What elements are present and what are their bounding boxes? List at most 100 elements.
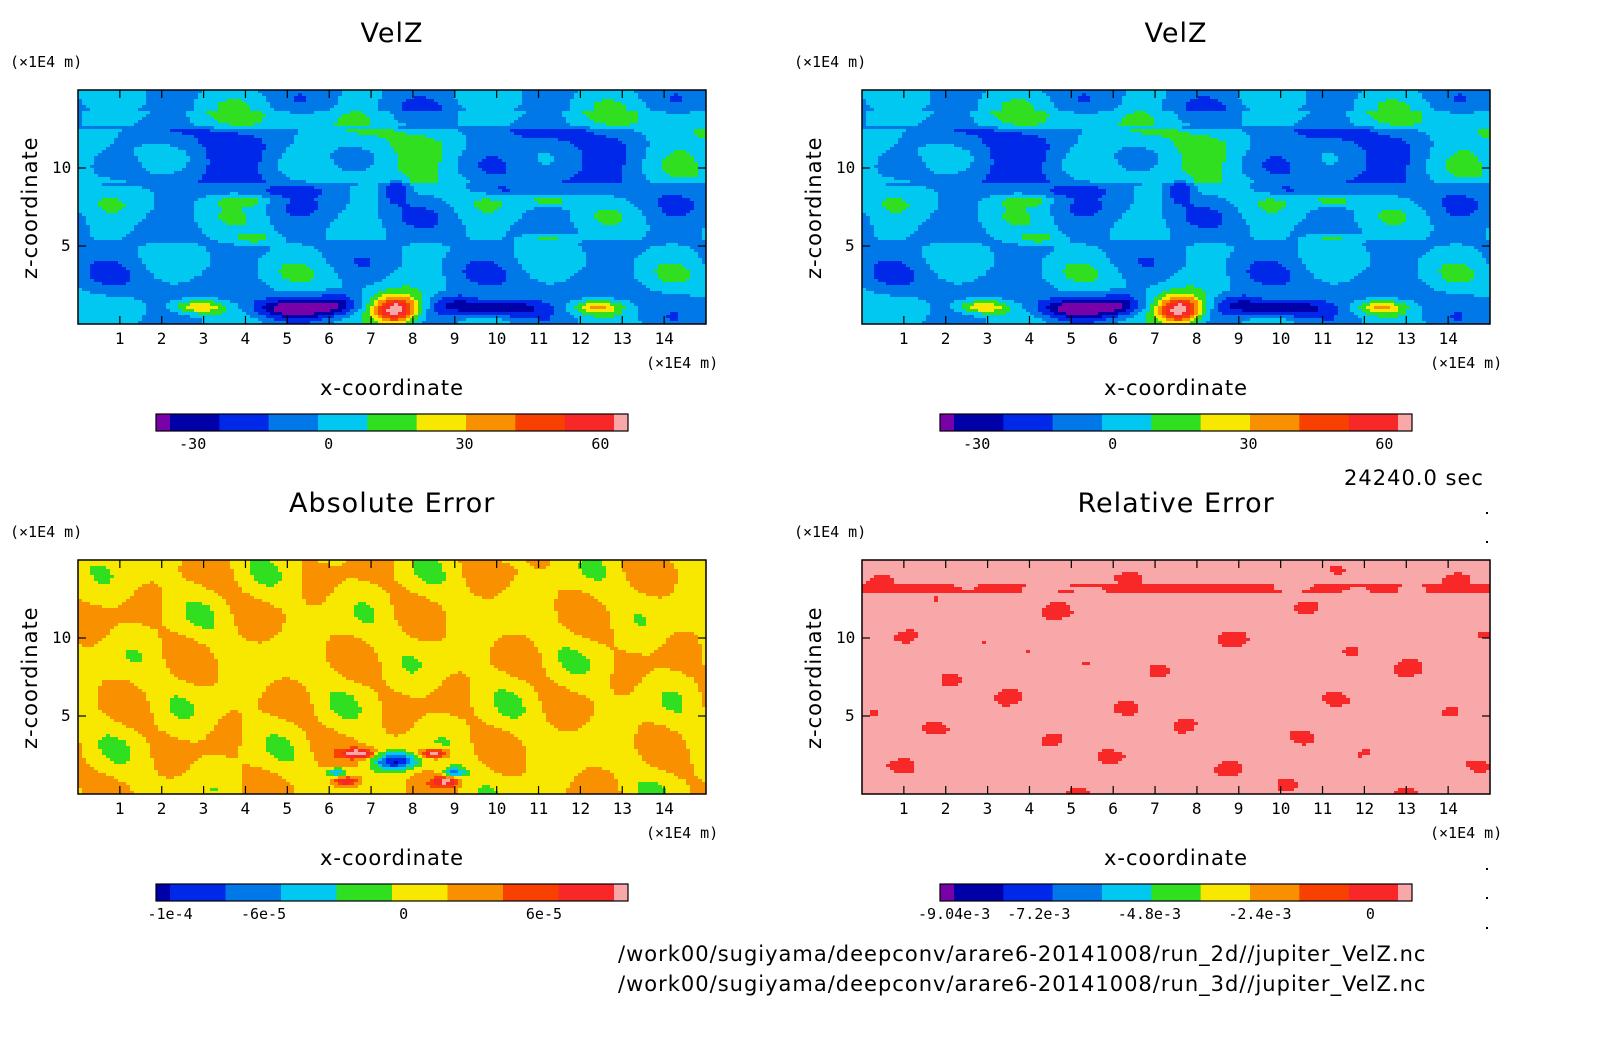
x-tick-label: 3	[983, 329, 993, 348]
x-tick-label: 11	[1313, 329, 1332, 348]
colorbar-swatch	[392, 884, 448, 901]
x-tick-label: 7	[1150, 799, 1160, 818]
x-tick-label: 2	[941, 329, 951, 348]
x-tick-label: 14	[1439, 799, 1458, 818]
x-tick-label: 7	[366, 799, 376, 818]
x-tick-label: 13	[613, 329, 632, 348]
y-axis-label: z-coordinate	[802, 136, 826, 279]
panel-title: VelZ	[361, 18, 424, 49]
separator-dot	[1486, 868, 1488, 870]
x-tick-label: 3	[199, 329, 209, 348]
x-tick-label: 11	[529, 799, 548, 818]
colorbar-swatch	[1003, 414, 1053, 431]
colorbar-swatch	[1299, 884, 1349, 901]
y-tick-label: 5	[845, 236, 855, 255]
colorbar-label: 30	[455, 435, 473, 453]
x-tick-label: 2	[157, 329, 167, 348]
x-tick-label: 5	[1066, 329, 1076, 348]
colorbar-swatch	[466, 414, 516, 431]
y-tick-label: 10	[52, 158, 71, 177]
colorbar-swatch	[336, 884, 393, 901]
x-tick-label: 14	[655, 329, 674, 348]
x-tick-label: 8	[408, 799, 418, 818]
x-tick-label: 14	[1439, 329, 1458, 348]
x-tick-label: 10	[1271, 799, 1290, 818]
y-unit-label: (×1E4 m)	[10, 523, 82, 541]
colorbar-swatch	[318, 414, 368, 431]
y-unit-label: (×1E4 m)	[10, 53, 82, 71]
colorbar-swatch	[447, 884, 504, 901]
x-tick-label: 6	[1108, 329, 1118, 348]
separator-dot	[1486, 541, 1488, 543]
file-path-2: /work00/sugiyama/deepconv/arare6-2014100…	[618, 972, 1426, 996]
x-tick-label: 5	[282, 799, 292, 818]
y-tick-label: 5	[845, 706, 855, 725]
colorbar-swatch	[281, 884, 337, 901]
colorbar-swatch	[1052, 414, 1103, 431]
plot-area	[861, 89, 1491, 325]
colorbar-label: -30	[179, 435, 206, 453]
colorbar-swatch	[1151, 414, 1201, 431]
colorbar	[939, 413, 1413, 432]
colorbar-swatch	[1299, 414, 1349, 431]
colorbar-swatch	[416, 414, 467, 431]
x-tick-label: 11	[529, 329, 548, 348]
plot-frame	[77, 89, 707, 325]
colorbar-frame	[155, 883, 629, 902]
colorbar-frame	[155, 413, 629, 432]
colorbar-swatch	[268, 414, 319, 431]
colorbar-label: 0	[1108, 435, 1117, 453]
colorbar-swatch	[170, 414, 220, 431]
colorbar-swatch	[1200, 884, 1251, 901]
colorbar-swatch	[954, 884, 1004, 901]
x-tick-label: 6	[324, 799, 334, 818]
x-tick-label: 9	[450, 329, 460, 348]
colorbar-label: 60	[591, 435, 609, 453]
colorbar-swatch	[1200, 414, 1251, 431]
x-tick-label: 2	[157, 799, 167, 818]
colorbar-swatch	[564, 414, 615, 431]
colorbar-swatch	[1250, 414, 1300, 431]
separator-dot	[1486, 512, 1488, 514]
colorbar-swatch	[156, 884, 171, 901]
y-unit-label: (×1E4 m)	[794, 523, 866, 541]
x-unit-label: (×1E4 m)	[646, 824, 718, 842]
y-tick-label: 10	[52, 628, 71, 647]
panel-title: Relative Error	[1078, 488, 1275, 519]
x-tick-label: 3	[199, 799, 209, 818]
x-unit-label: (×1E4 m)	[646, 354, 718, 372]
x-tick-label: 9	[1234, 329, 1244, 348]
colorbar-swatch	[1102, 414, 1152, 431]
colorbar-label: 0	[324, 435, 333, 453]
colorbar-label: 0	[1366, 905, 1375, 923]
x-tick-label: 12	[571, 799, 590, 818]
colorbar-frame	[939, 413, 1413, 432]
x-tick-label: 1	[899, 329, 909, 348]
y-axis-label: z-coordinate	[802, 606, 826, 749]
colorbar-swatch	[1151, 884, 1201, 901]
x-tick-label: 8	[1192, 329, 1202, 348]
x-tick-label: 9	[450, 799, 460, 818]
x-unit-label: (×1E4 m)	[1430, 354, 1502, 372]
x-tick-label: 12	[571, 329, 590, 348]
colorbar-label: 0	[399, 905, 408, 923]
colorbar-swatch	[940, 414, 955, 431]
colorbar-swatch	[219, 414, 269, 431]
x-axis-label: x-coordinate	[1104, 846, 1248, 870]
colorbar-swatch	[156, 414, 171, 431]
colorbar	[155, 413, 629, 432]
plot-area	[77, 559, 707, 795]
x-tick-label: 1	[115, 329, 125, 348]
colorbar-label: 30	[1239, 435, 1257, 453]
y-axis-label: z-coordinate	[18, 606, 42, 749]
x-tick-label: 14	[655, 799, 674, 818]
x-tick-label: 3	[983, 799, 993, 818]
x-tick-label: 13	[1397, 329, 1416, 348]
colorbar	[939, 883, 1413, 902]
y-tick-label: 5	[61, 706, 71, 725]
colorbar-swatch	[367, 414, 417, 431]
x-tick-label: 7	[366, 329, 376, 348]
colorbar-swatch	[558, 884, 615, 901]
plot-frame	[861, 89, 1491, 325]
colorbar-swatch	[515, 414, 565, 431]
